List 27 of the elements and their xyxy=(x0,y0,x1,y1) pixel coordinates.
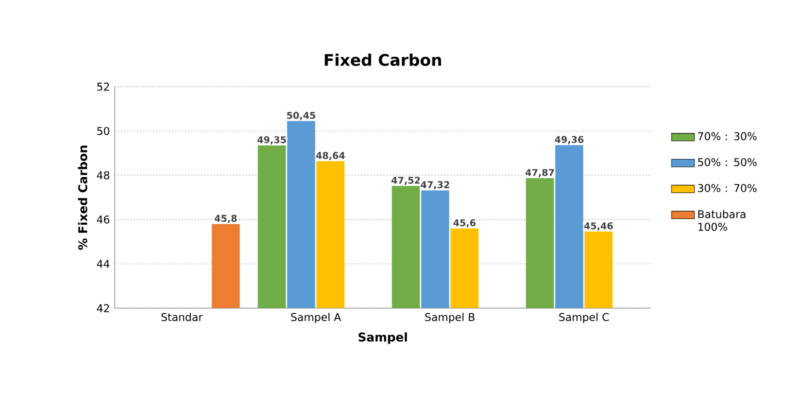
data-label: 49,36 xyxy=(554,136,584,144)
legend-label: 50% : 50% xyxy=(698,158,757,166)
y-tick-label: 42 xyxy=(96,304,109,312)
data-label: 47,87 xyxy=(526,169,554,178)
legend-label: Batubara 100% xyxy=(698,210,746,231)
data-label: 48,64 xyxy=(316,152,345,160)
y-tick-label: 50 xyxy=(97,127,110,136)
chart-title: Fixed Carbon xyxy=(324,54,442,66)
data-label: 45,8 xyxy=(214,214,237,224)
data-label: 50,45 xyxy=(287,112,316,120)
data-label: 45,6 xyxy=(453,219,476,228)
data-label: 47,52 xyxy=(391,176,420,186)
x-axis-title: Sampel xyxy=(358,332,407,344)
legend-label: 70% : 30% xyxy=(698,132,757,140)
y-tick-label: 52 xyxy=(97,82,109,91)
x-tick-label: Standar xyxy=(161,312,203,322)
y-axis-title: % Fixed Carbon xyxy=(78,146,88,250)
data-label: 47,32 xyxy=(420,181,450,190)
y-tick-label: 44 xyxy=(96,260,110,268)
data-label: 45,46 xyxy=(584,222,613,231)
y-tick-label: 46 xyxy=(96,216,110,224)
x-tick-label: Sampel C xyxy=(559,312,609,324)
legend-label: 30% : 70% xyxy=(698,184,757,192)
y-tick-label: 48 xyxy=(96,171,110,180)
x-tick-label: Sampel A xyxy=(291,312,342,324)
x-tick-label: Sampel B xyxy=(425,312,474,324)
data-label: 49,35 xyxy=(257,136,286,145)
